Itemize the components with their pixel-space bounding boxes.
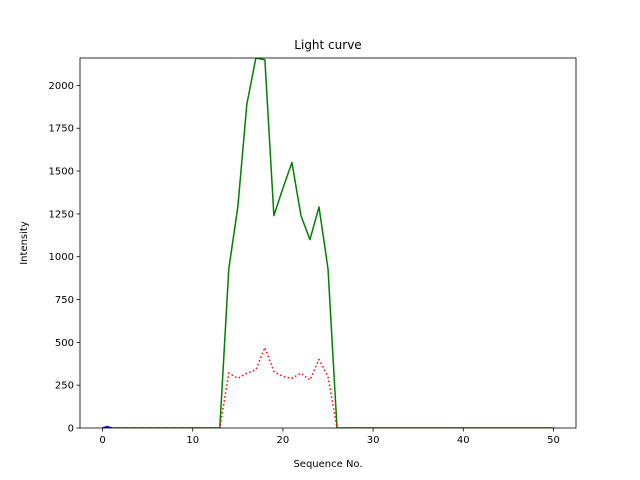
x-axis-label: Sequence No. <box>293 459 362 470</box>
series-line-3 <box>102 425 112 428</box>
x-tick-label: 0 <box>99 435 105 446</box>
x-tick-label: 40 <box>457 435 470 446</box>
x-tick-label: 30 <box>367 435 380 446</box>
y-tick-label: 2000 <box>49 81 74 92</box>
y-tick-label: 500 <box>55 338 74 349</box>
x-tick-label: 10 <box>186 435 199 446</box>
y-tick-label: 0 <box>68 424 74 435</box>
plot-frame <box>79 57 577 429</box>
y-tick-label: 1750 <box>49 124 74 135</box>
y-tick-label: 250 <box>55 381 74 392</box>
y-axis-ticks: 0 250 500 750 1000 1250 1500 1750 2000 <box>49 81 80 435</box>
x-tick-label: 20 <box>277 435 290 446</box>
y-tick-label: 1250 <box>49 209 74 220</box>
chart-title: Light curve <box>294 38 361 52</box>
series-line-1 <box>102 58 554 428</box>
plot-area <box>102 58 554 428</box>
y-tick-label: 1500 <box>49 167 74 178</box>
y-axis-label: Intensity <box>19 221 30 265</box>
x-tick-label: 50 <box>547 435 560 446</box>
y-tick-label: 750 <box>55 295 74 306</box>
x-axis-ticks: 0 10 20 30 40 50 <box>99 428 560 446</box>
y-tick-label: 1000 <box>49 252 74 263</box>
